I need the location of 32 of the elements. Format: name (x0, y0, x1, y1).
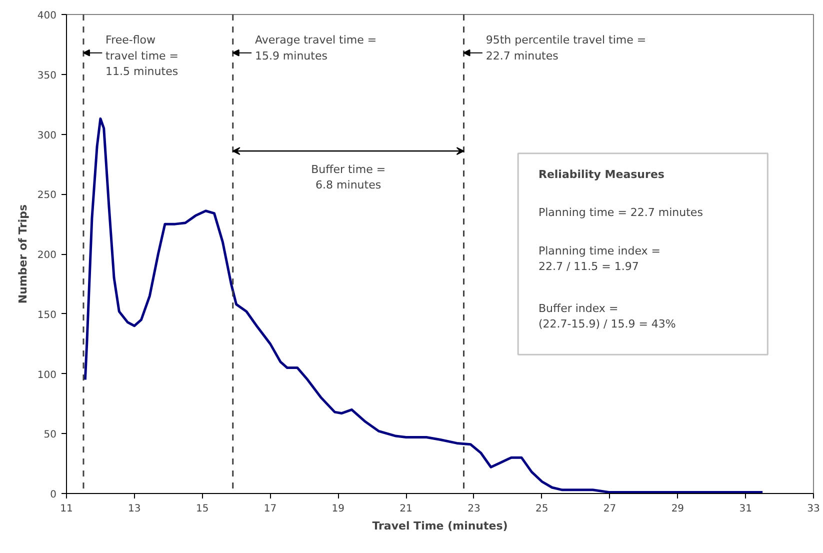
y-tick-label: 200 (37, 250, 57, 261)
x-tick-label: 11 (60, 504, 73, 514)
x-tick-label: 17 (264, 504, 277, 514)
x-tick-label: 19 (332, 504, 345, 514)
y-tick-label: 50 (44, 430, 57, 441)
x-tick-label: 21 (400, 504, 412, 514)
annotation: Buffer index = (22.7-15.9) / 15.9 = 43% (538, 302, 676, 330)
ref-line-label: 95th percentile travel time = 22.7 minutes (486, 34, 646, 62)
x-tick-label: 33 (807, 504, 820, 514)
x-tick-label: 31 (739, 504, 752, 514)
y-tick-label: 100 (37, 370, 57, 381)
annotation: Reliability Measures (538, 168, 665, 181)
y-tick-label: 400 (37, 10, 57, 22)
y-tick-label: 150 (37, 310, 57, 321)
ref-line-label: Average travel time = 15.9 minutes (254, 34, 377, 62)
annotation: Planning time index = 22.7 / 11.5 = 1.97 (538, 244, 661, 274)
y-tick-label: 250 (37, 190, 57, 202)
annotation: Buffer time = 6.8 minutes (311, 162, 386, 192)
y-tick-label: 350 (37, 70, 57, 82)
x-axis-title: Travel Time (minutes) (372, 520, 508, 532)
x-tick-label: 13 (128, 504, 141, 514)
x-tick-label: 27 (603, 504, 616, 514)
line-series (84, 117, 764, 494)
annotation: Planning time = 22.7 minutes (538, 206, 704, 220)
x-tick-label: 25 (536, 504, 548, 514)
x-tick-label: 29 (671, 504, 684, 514)
y-tick-label: 0 (50, 490, 57, 500)
y-axis-title: Number of Trips (16, 204, 30, 304)
x-tick-label: 15 (196, 504, 209, 514)
y-tick-label: 300 (37, 130, 57, 142)
x-tick-label: 23 (468, 504, 480, 514)
ref-line-label: Free-flow travel time = 11.5 minutes (106, 34, 179, 78)
